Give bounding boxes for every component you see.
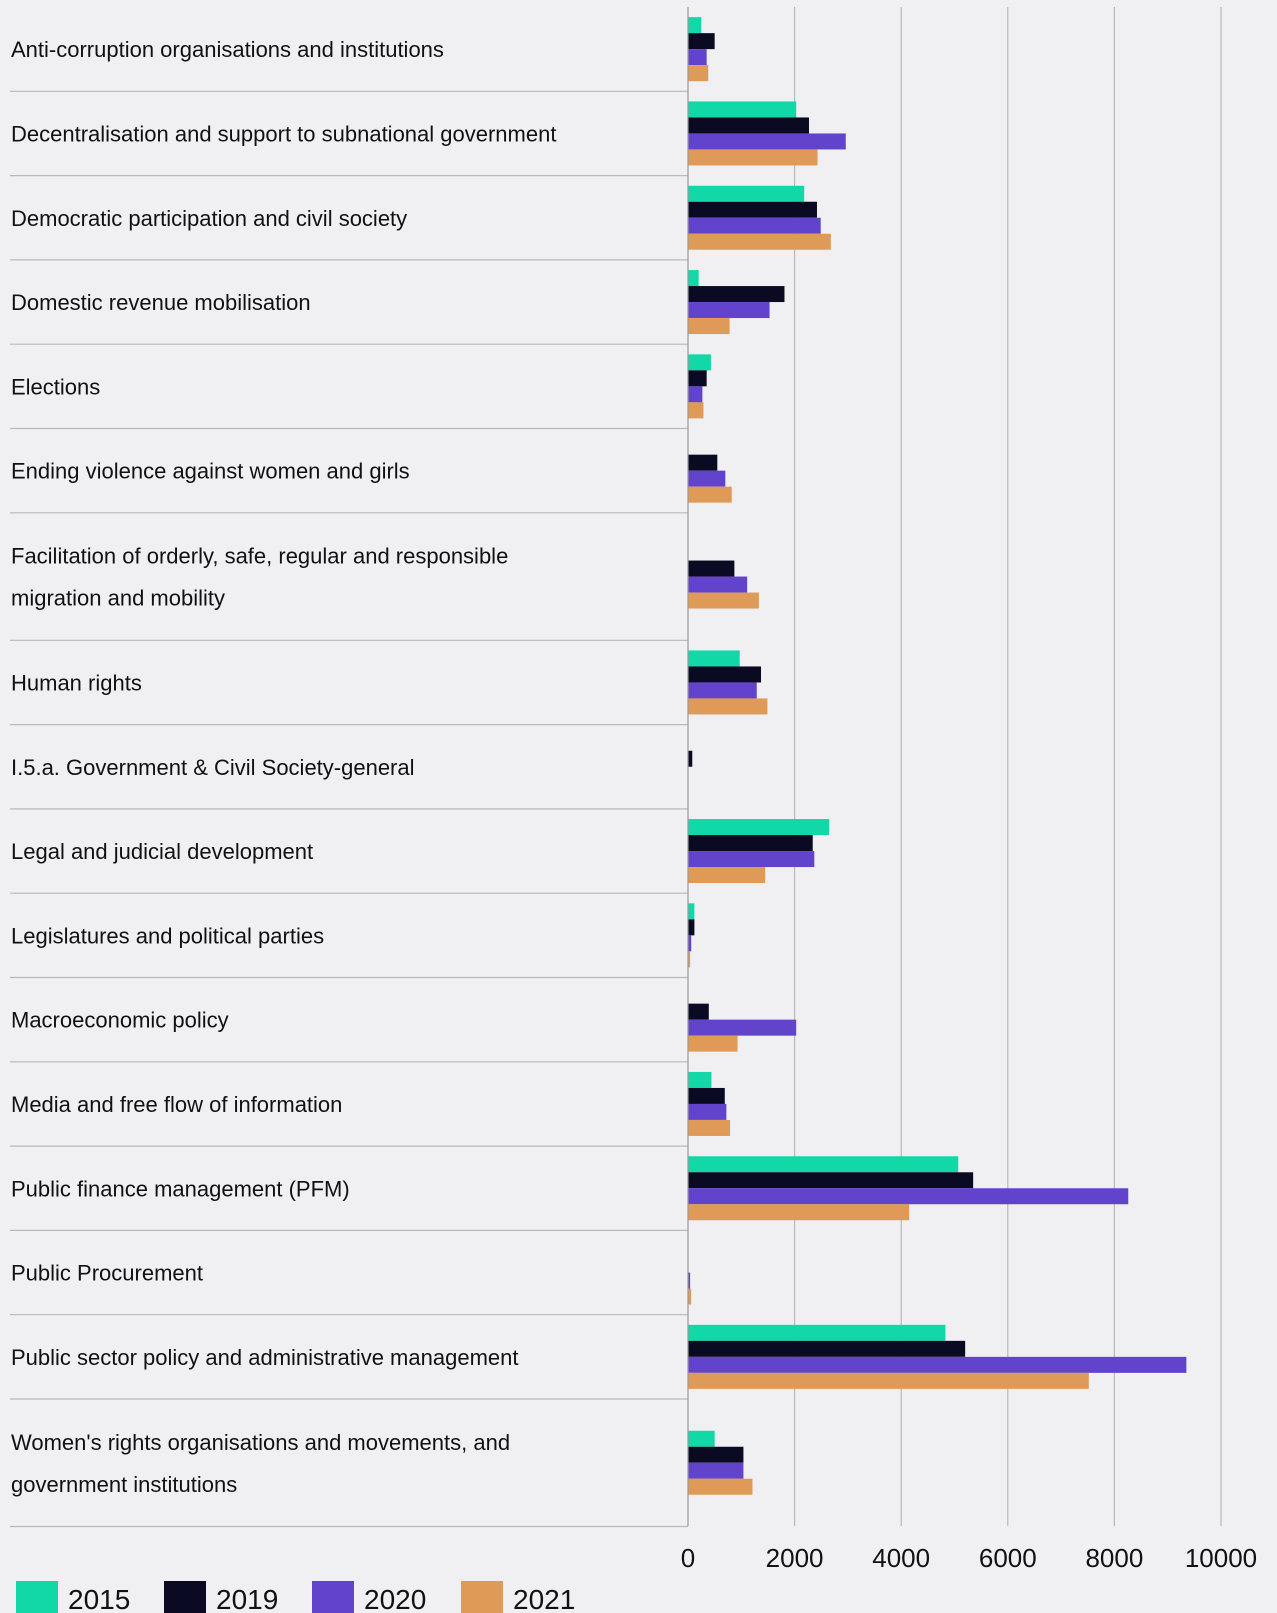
bar-2021 bbox=[688, 1372, 1089, 1389]
category-label: Decentralisation and support to subnatio… bbox=[11, 121, 556, 146]
bar-2019 bbox=[688, 666, 762, 683]
bar-2020 bbox=[688, 133, 846, 150]
x-axis: 0 2000 4000 6000 8000 10000 bbox=[681, 7, 1257, 1573]
legend-label: 2015 bbox=[68, 1584, 130, 1613]
bar-2015 bbox=[688, 354, 711, 371]
bar-2020 bbox=[688, 1103, 727, 1120]
bar-2019 bbox=[688, 1003, 709, 1020]
bar-2021 bbox=[688, 951, 691, 968]
bar-2021 bbox=[688, 149, 818, 166]
bar-2021 bbox=[688, 318, 730, 335]
bar-2020 bbox=[688, 1462, 744, 1479]
bar-2019 bbox=[688, 1446, 744, 1463]
tick-label: 4000 bbox=[872, 1543, 930, 1573]
category-label: Public sector policy and administrative … bbox=[11, 1345, 518, 1370]
tick-label: 8000 bbox=[1085, 1543, 1143, 1573]
category-label: Macroeconomic policy bbox=[11, 1008, 229, 1033]
bar-2021 bbox=[688, 698, 768, 715]
category-label: Ending violence against women and girls bbox=[11, 459, 410, 484]
bar-2019 bbox=[688, 835, 813, 852]
tick-label: 6000 bbox=[979, 1543, 1037, 1573]
category-label: Public finance management (PFM) bbox=[11, 1176, 350, 1201]
bar-2020 bbox=[688, 576, 748, 593]
bar-2015 bbox=[688, 903, 695, 920]
bar-2015 bbox=[688, 1156, 959, 1173]
category-label: Women's rights organisations and movemen… bbox=[11, 1430, 510, 1497]
bar-2020 bbox=[688, 1272, 691, 1289]
bar-2021 bbox=[688, 1204, 910, 1221]
bar-2015 bbox=[688, 650, 740, 667]
bar-2020 bbox=[688, 302, 770, 319]
bar-2021 bbox=[688, 592, 759, 609]
tick-label: 0 bbox=[681, 1543, 695, 1573]
legend-label: 2020 bbox=[364, 1584, 426, 1613]
bar-2020 bbox=[688, 935, 692, 952]
bar-2015 bbox=[688, 185, 805, 202]
category-label: Human rights bbox=[11, 670, 142, 695]
bar-2019 bbox=[688, 919, 695, 936]
bar-2015 bbox=[688, 101, 797, 118]
bar-2019 bbox=[688, 286, 785, 303]
bar-2020 bbox=[688, 49, 707, 66]
category-label: Domestic revenue mobilisation bbox=[11, 290, 311, 315]
category-label: Facilitation of orderly, safe, regular a… bbox=[11, 544, 508, 611]
bar-2019 bbox=[688, 1172, 974, 1189]
bar-2019 bbox=[688, 33, 715, 50]
bar-2019 bbox=[688, 201, 817, 218]
bar-2019 bbox=[688, 117, 809, 134]
bar-2015 bbox=[688, 1324, 946, 1341]
category-label: Democratic participation and civil socie… bbox=[11, 206, 407, 231]
bar-2019 bbox=[688, 750, 693, 767]
tick-label: 2000 bbox=[766, 1543, 824, 1573]
bar-2021 bbox=[688, 65, 709, 82]
bar-2019 bbox=[688, 1340, 966, 1357]
legend-swatch bbox=[312, 1581, 354, 1613]
bar-2020 bbox=[688, 1188, 1129, 1205]
legend-label: 2019 bbox=[216, 1584, 278, 1613]
bar-2015 bbox=[688, 270, 699, 287]
tick-label: 10000 bbox=[1185, 1543, 1257, 1573]
bar-2021 bbox=[688, 1288, 692, 1305]
legend-swatch bbox=[16, 1581, 58, 1613]
category-label: Elections bbox=[11, 374, 100, 399]
category-label: Legal and judicial development bbox=[11, 839, 313, 864]
bar-2019 bbox=[688, 1087, 725, 1104]
bar-2020 bbox=[688, 851, 815, 868]
bar-2020 bbox=[688, 470, 726, 487]
bar-2021 bbox=[688, 1035, 738, 1052]
bar-2020 bbox=[688, 1019, 797, 1036]
bar-2021 bbox=[688, 233, 831, 250]
bar-2020 bbox=[688, 1356, 1187, 1373]
legend-swatch bbox=[164, 1581, 206, 1613]
category-label: Media and free flow of information bbox=[11, 1092, 342, 1117]
bar-2020 bbox=[688, 386, 703, 403]
legend-swatch bbox=[461, 1581, 503, 1613]
bar-2015 bbox=[688, 819, 830, 836]
bar-2019 bbox=[688, 370, 707, 387]
bar-2019 bbox=[688, 454, 718, 471]
bar-2021 bbox=[688, 402, 704, 419]
bar-2015 bbox=[688, 1071, 712, 1088]
category-label: I.5.a. Government & Civil Society-genera… bbox=[11, 755, 415, 780]
category-labels: Anti-corruption organisations and instit… bbox=[11, 37, 556, 1497]
bars bbox=[688, 17, 1187, 1495]
legend: 2015 2019 2020 2021 bbox=[16, 1581, 575, 1613]
bar-2020 bbox=[688, 217, 821, 234]
bar-2015 bbox=[688, 17, 702, 34]
bar-2020 bbox=[688, 682, 757, 699]
category-label: Anti-corruption organisations and instit… bbox=[11, 37, 444, 62]
bar-2021 bbox=[688, 1478, 753, 1495]
category-label: Legislatures and political parties bbox=[11, 923, 324, 948]
legend-label: 2021 bbox=[513, 1584, 575, 1613]
bar-2021 bbox=[688, 1119, 731, 1136]
bar-2015 bbox=[688, 1430, 715, 1447]
category-label: Public Procurement bbox=[11, 1261, 203, 1286]
bar-2021 bbox=[688, 867, 766, 884]
bar-2019 bbox=[688, 560, 735, 577]
gridlines bbox=[10, 7, 1222, 1528]
bar-2021 bbox=[688, 486, 732, 503]
